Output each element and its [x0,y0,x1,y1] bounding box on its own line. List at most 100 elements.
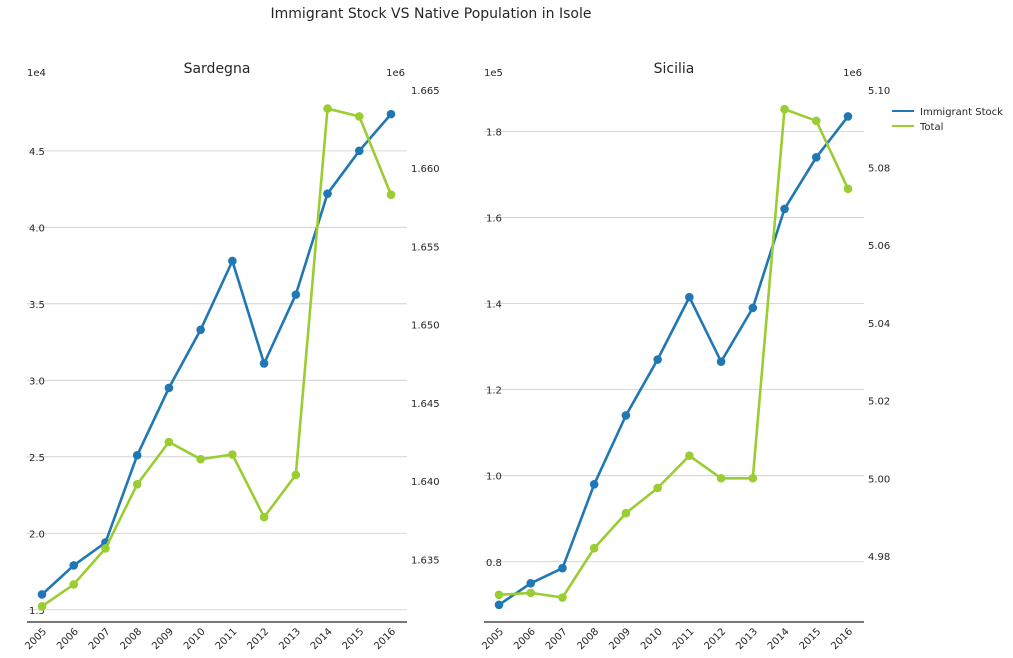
data-point-total [685,451,694,461]
data-point-total [354,112,364,121]
series-line-total [498,107,850,599]
left-tick-label: 4.5 [29,147,45,158]
right-scale-label: 1e6 [843,68,862,79]
right-tick-label: 5.06 [868,241,890,252]
data-point-immigrant-stock [748,303,758,313]
data-point-immigrant-stock [323,189,332,198]
x-tick-label: 2008 [119,626,145,652]
data-point-total [37,602,47,611]
data-point-total [526,588,536,598]
data-point-immigrant-stock [132,450,142,460]
data-point-total [621,508,631,518]
data-point-total [653,483,662,493]
left-tick-label: 1.0 [486,472,502,483]
data-point-immigrant-stock [37,590,47,599]
series-line-immigrant-stock [498,115,850,606]
x-tick-label: 2005 [23,626,49,652]
data-point-immigrant-stock [354,146,364,156]
data-point-immigrant-stock [526,578,536,588]
data-point-immigrant-stock [843,112,853,121]
data-point-total [132,479,142,489]
data-point-total [291,470,301,480]
left-tick-label: 1.2 [486,386,502,397]
data-point-immigrant-stock [386,109,396,119]
x-tick-label: 2006 [512,626,538,652]
right-tick-label: 1.635 [411,555,440,566]
data-point-immigrant-stock [716,357,726,366]
x-tick-label: 2007 [87,626,113,652]
series-line-immigrant-stock [41,113,392,596]
right-scale-label: 1e6 [386,68,405,79]
left-tick-label: 2.5 [29,453,45,464]
right-tick-label: 1.665 [411,86,440,97]
left-scale-label: 1e4 [27,68,46,79]
data-point-total [589,543,599,553]
data-point-total [811,116,821,126]
right-tick-label: 1.640 [411,477,440,488]
left-tick-label: 1.6 [486,214,502,225]
data-point-immigrant-stock [494,600,504,610]
data-point-immigrant-stock [259,359,269,368]
x-tick-label: 2009 [607,626,633,652]
panel-title-sicilia: Sicilia [654,61,695,77]
panel-sicilia: 0.8 1.0 1.2 1.4 1.6 1.8 4.98 5.00 5.02 5.04 5.06 5.… [480,61,890,652]
x-tick-label: 2014 [766,626,792,652]
data-point-total [323,104,332,113]
data-point-immigrant-stock [164,383,174,393]
left-tick-label: 0.8 [486,558,502,569]
data-point-total [716,473,726,483]
right-tick-label: 1.655 [411,242,440,253]
data-point-immigrant-stock [811,152,821,162]
data-point-total [386,190,396,199]
x-tick-label: 2010 [639,626,665,652]
x-tick-label: 2012 [702,626,728,652]
data-point-total [196,454,205,464]
x-tick-label: 2012 [245,626,271,652]
left-tick-label: 2.0 [29,529,45,540]
data-point-total [558,593,567,602]
panel-title-sardegna: Sardegna [184,61,251,77]
data-point-immigrant-stock [653,355,662,364]
data-point-total [843,184,853,194]
x-tick-label: 2013 [734,626,760,652]
legend-label-total: Total [919,122,943,133]
data-point-immigrant-stock [69,561,79,570]
legend-label-immigrant-stock: Immigrant Stock [920,107,1003,118]
right-tick-label: 5.04 [868,319,890,330]
right-tick-label: 1.645 [411,399,440,410]
data-point-immigrant-stock [291,290,301,299]
x-tick-label: 2016 [829,626,855,652]
data-point-immigrant-stock [621,411,631,420]
data-point-total [69,580,79,589]
left-tick-label: 1.5 [29,606,45,617]
right-tick-label: 4.98 [868,552,890,563]
legend: Immigrant Stock Total [892,107,1003,133]
data-point-total [228,450,237,459]
left-tick-label: 3.0 [29,376,45,387]
x-tick-label: 2015 [341,626,367,652]
figure-title: Immigrant Stock VS Native Population in … [271,6,592,22]
data-point-total [748,473,758,483]
data-point-immigrant-stock [685,292,694,302]
x-tick-label: 2008 [576,626,602,652]
data-point-immigrant-stock [558,563,567,573]
x-tick-label: 2014 [309,626,335,652]
x-tick-label: 2016 [372,626,398,652]
data-point-immigrant-stock [780,204,789,214]
left-tick-label: 1.4 [486,300,502,311]
data-point-immigrant-stock [196,325,205,335]
data-point-total [164,437,174,447]
data-point-immigrant-stock [589,480,599,489]
x-tick-label: 2013 [277,626,303,652]
x-tick-label: 2015 [798,626,824,652]
left-tick-label: 4.0 [29,223,45,234]
x-tick-label: 2011 [671,626,697,652]
right-tick-label: 5.08 [868,163,890,174]
left-scale-label: 1e5 [484,68,503,79]
data-point-total [259,512,269,522]
data-point-total [101,544,110,553]
left-tick-label: 3.5 [29,300,45,311]
x-tick-label: 2006 [55,626,81,652]
x-tick-label: 2011 [214,626,240,652]
